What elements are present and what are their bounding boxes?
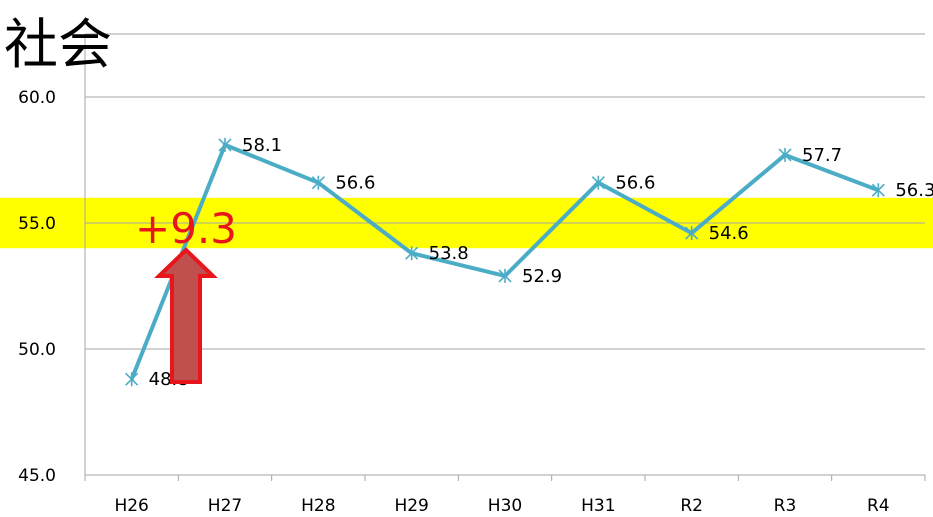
up-arrow (154, 247, 218, 384)
data-labels: 48.858.156.653.852.956.654.657.756.3 (149, 135, 933, 390)
data-point (871, 183, 885, 198)
data-point (125, 372, 139, 387)
x-tick-label: H27 (208, 496, 242, 516)
data-label: 52.9 (522, 266, 562, 287)
y-tick-label: 60.0 (18, 88, 56, 108)
data-point (498, 268, 512, 283)
data-label: 56.6 (335, 173, 375, 194)
chart-title: 社会 (4, 13, 112, 76)
x-tick-label: H26 (114, 496, 148, 516)
point-markers (125, 137, 885, 387)
x-tick-labels: H26 H27 H28 H29 H30 H31 R2 R3 R4 (114, 496, 889, 516)
data-label: 56.6 (615, 173, 655, 194)
x-tick-label: H29 (394, 496, 428, 516)
data-point (405, 246, 419, 261)
annotation-label: +9.3 (135, 204, 237, 253)
data-label: 58.1 (242, 135, 282, 156)
gridlines (84, 33, 926, 481)
y-tick-label: 55.0 (18, 214, 56, 234)
x-tick-label: H30 (488, 496, 522, 516)
data-point (591, 175, 605, 190)
data-point (311, 175, 325, 190)
data-label: 57.7 (802, 145, 842, 166)
x-tick-label: H31 (581, 496, 615, 516)
y-tick-label: 50.0 (18, 340, 56, 360)
data-label: 54.6 (709, 223, 749, 244)
x-tick-label: R4 (867, 496, 890, 516)
data-point (685, 226, 699, 241)
y-tick-label: 45.0 (18, 466, 56, 486)
x-tick-label: R2 (680, 496, 703, 516)
x-tick-label: H28 (301, 496, 335, 516)
series-line (129, 142, 880, 380)
x-tick-label: R3 (774, 496, 797, 516)
y-tick-labels: 45.0 50.0 55.0 60.0 (18, 88, 56, 486)
data-label: 53.8 (429, 243, 469, 264)
data-label: 56.3 (895, 180, 933, 201)
data-point (778, 147, 792, 162)
data-point (218, 137, 232, 152)
